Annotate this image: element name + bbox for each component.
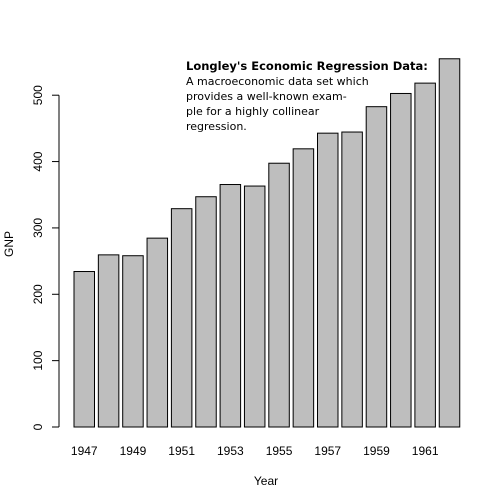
annotation-line-4: regression. [186,120,247,133]
x-axis-title: Year [254,474,278,488]
bar-1951 [170,208,193,428]
bar-1950 [146,237,169,428]
bar-1961 [414,82,436,428]
bar-1955 [268,162,290,428]
y-axis: 0 100 200 300 400 500 [31,85,60,430]
annotation-line-2: provides a well-known exam- [186,90,347,103]
x-tick-label-1961: 1961 [412,444,439,458]
x-axis-labels: 1947 1949 1951 1953 1955 1957 1959 1961 [71,444,439,458]
bar-1960 [390,92,412,428]
bar-1954 [243,185,266,428]
y-tick-label-500: 500 [31,85,45,105]
chart-annotation: Longley's Economic Regression Data: A ma… [186,59,428,133]
bar-1958 [341,131,363,428]
y-tick-label-100: 100 [31,350,45,370]
bar-1949 [122,255,144,428]
y-tick-label-200: 200 [31,284,45,304]
x-tick-label-1949: 1949 [120,444,147,458]
bar-1953 [219,184,242,428]
bars-group [73,58,461,428]
bar-1956 [292,148,315,428]
annotation-line-1: A macroeconomic data set which [186,75,369,88]
bar-1948 [97,254,120,428]
y-axis-title: GNP [2,231,16,257]
annotation-line-3: ple for a highly collinear [186,105,320,118]
x-tick-label-1951: 1951 [168,444,195,458]
x-tick-label-1947: 1947 [71,444,98,458]
bar-1957 [317,132,339,428]
annotation-title: Longley's Economic Regression Data: [186,59,428,73]
x-tick-label-1953: 1953 [217,444,244,458]
x-tick-label-1957: 1957 [314,444,341,458]
x-tick-label-1955: 1955 [266,444,293,458]
x-tick-label-1959: 1959 [363,444,390,458]
y-tick-label-400: 400 [31,151,45,171]
bar-1959 [365,106,388,428]
bar-1962 [438,58,461,428]
y-tick-label-300: 300 [31,218,45,238]
bar-1952 [195,196,217,428]
y-tick-label-0: 0 [31,423,45,430]
bar-1947 [73,271,95,428]
